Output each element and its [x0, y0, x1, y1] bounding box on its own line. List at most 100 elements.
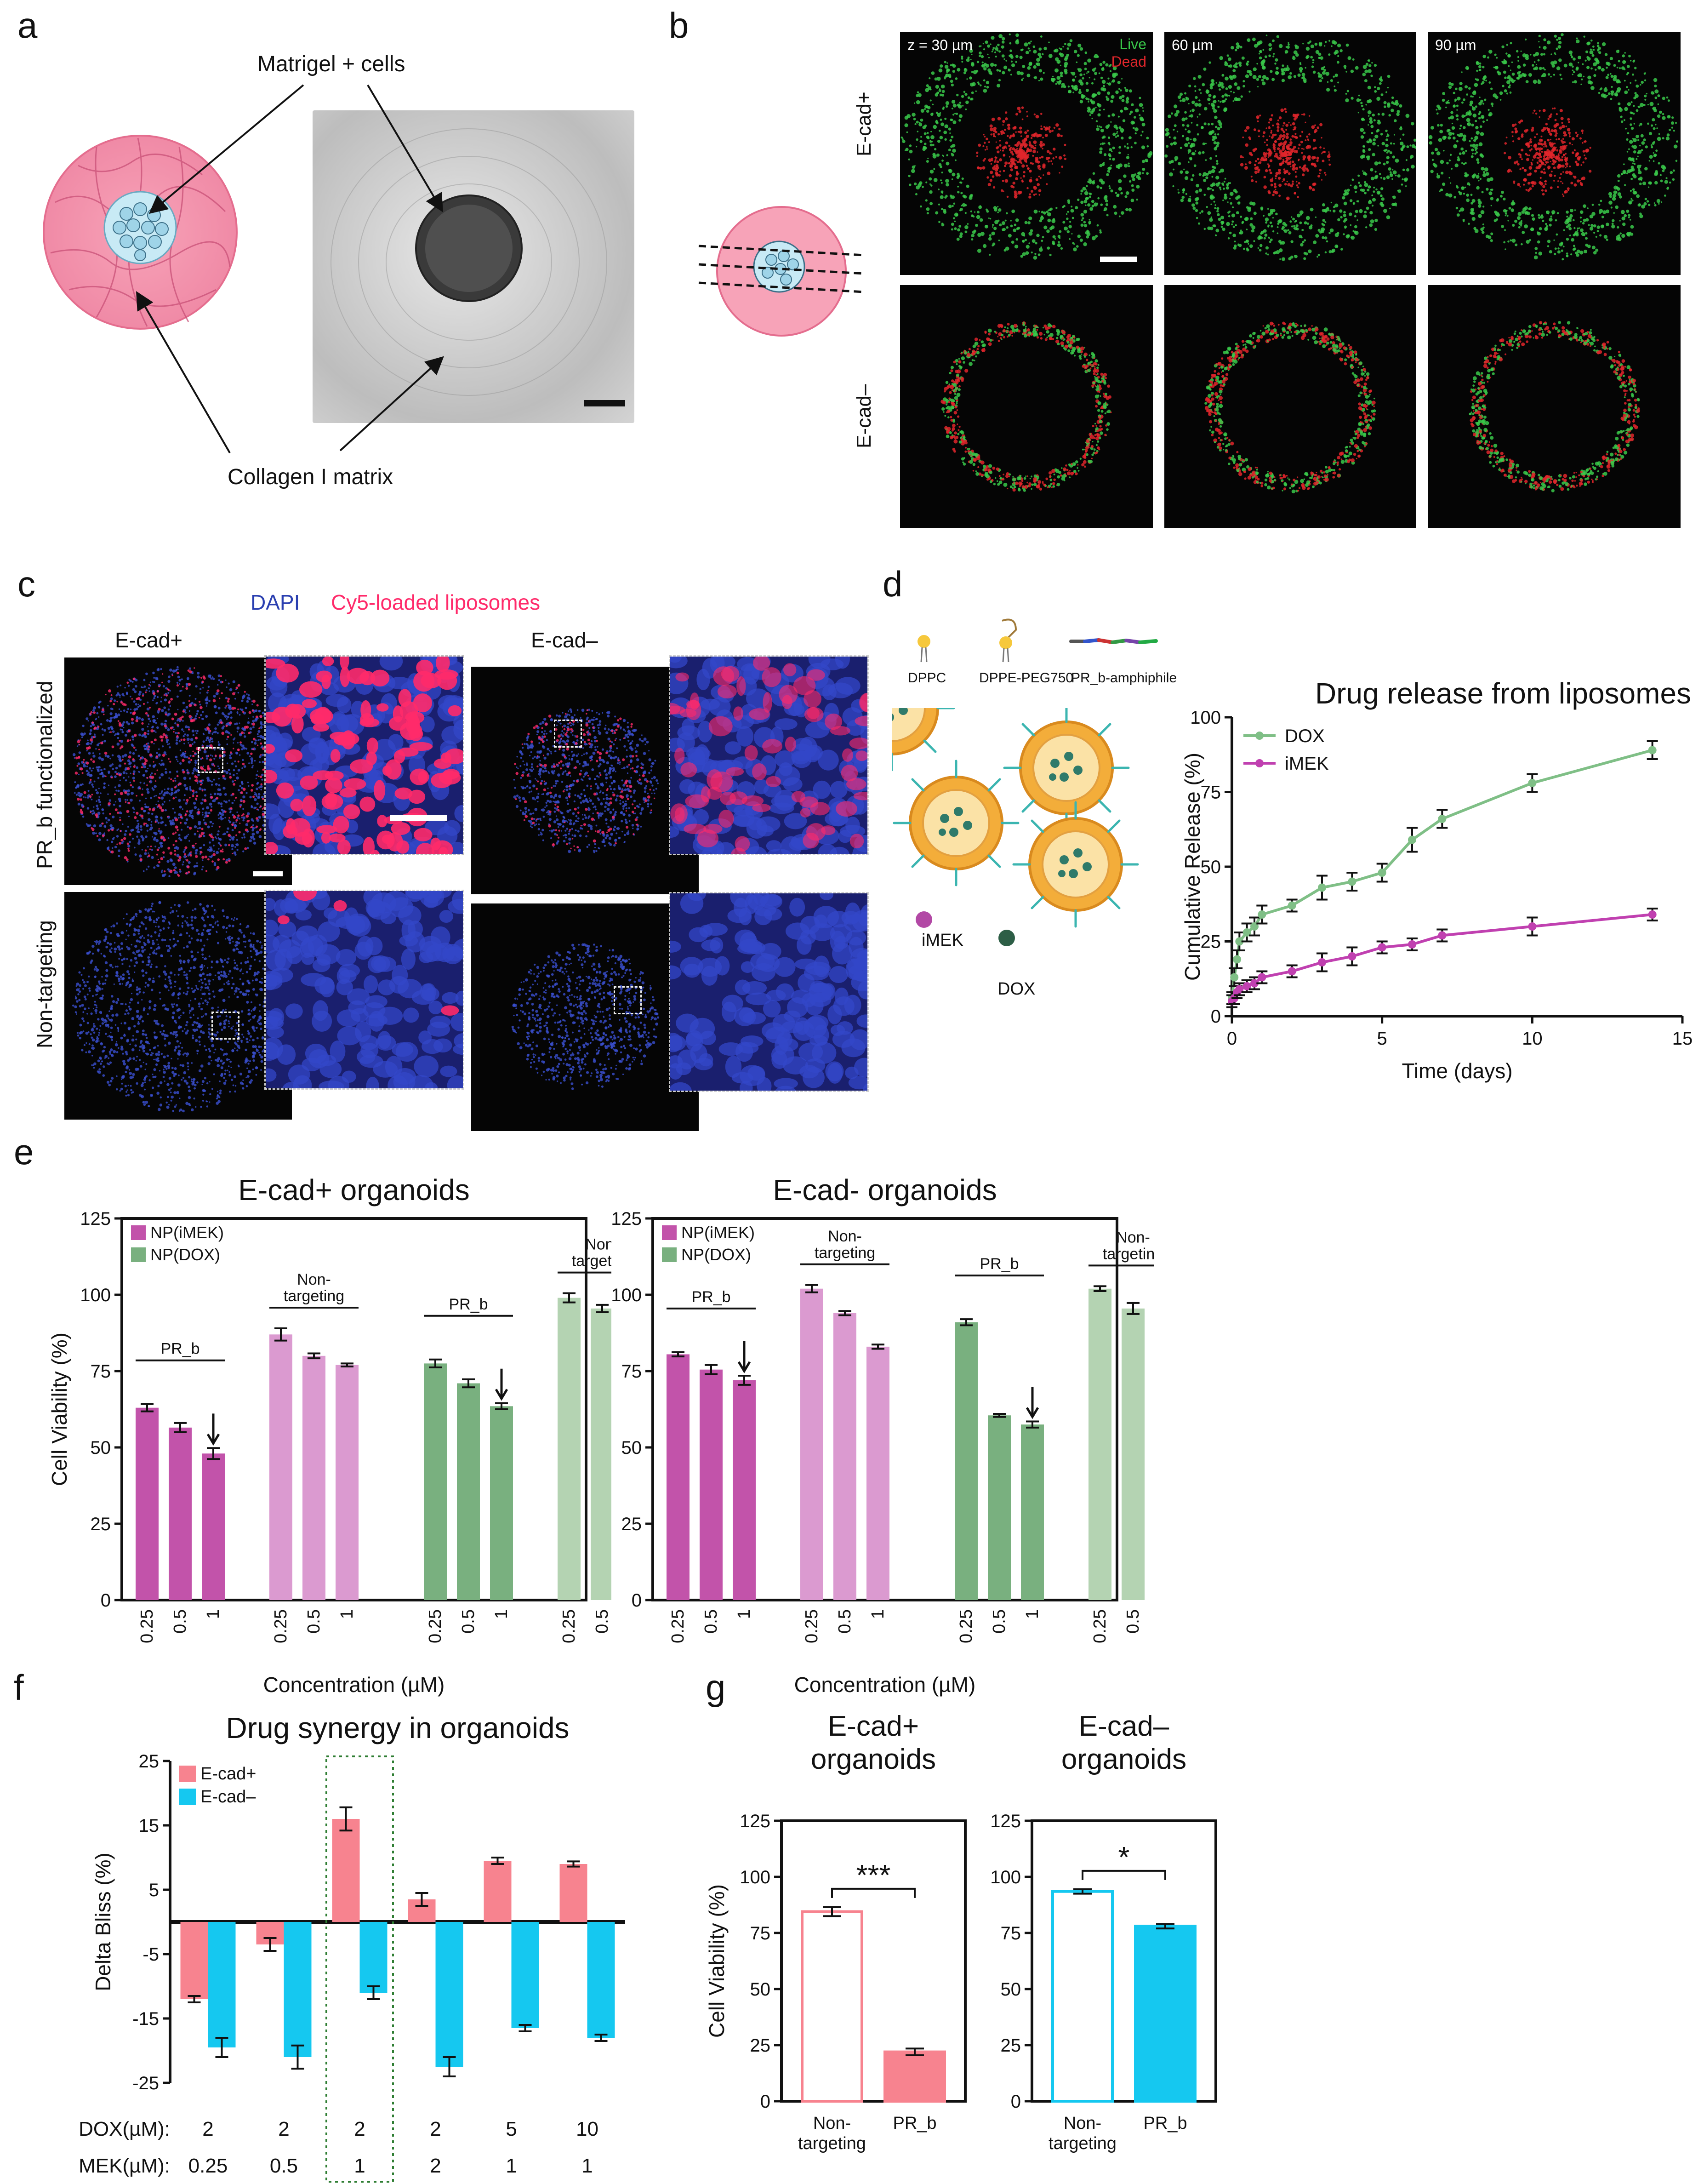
bar — [559, 1864, 587, 1922]
y-tick-label: 0 — [101, 1590, 111, 1611]
annotation-matrigel: Matrigel + cells — [257, 52, 405, 76]
imek-value: 2 — [430, 2155, 441, 2177]
y-tick-label: 25 — [91, 1514, 111, 1534]
y-tick-label: 25 — [139, 1751, 160, 1772]
y-tick-label: 25 — [1201, 932, 1221, 952]
group-label: Non- — [297, 1271, 331, 1288]
lipid-label-dppc: DPPC — [908, 670, 946, 686]
dox-value: 2 — [354, 2118, 365, 2140]
bar — [457, 1383, 480, 1600]
y-tick-label: 75 — [621, 1361, 642, 1382]
significance-bracket — [1082, 1870, 1166, 1880]
z-slice-schematic — [698, 206, 865, 337]
cell-signal — [670, 657, 867, 854]
cell-signal — [1469, 321, 1641, 492]
chart-title: organoids — [1061, 1744, 1186, 1775]
imek-value: 0.5 — [270, 2155, 298, 2177]
y-tick-label: 25 — [750, 2035, 771, 2056]
stain-cy5: Cy5-loaded liposomes — [331, 590, 541, 614]
inset-c-nt-ecadpos — [264, 890, 464, 1090]
chart-ecadpos-viability: E-cad+ organoids 0 25 50 75 100 125 Cell Viabil… — [47, 1173, 611, 1697]
y-axis-label: Delta Bliss (%) — [91, 1852, 115, 1991]
x-tick-label: 10 — [1522, 1029, 1543, 1049]
y-tick-label: 100 — [80, 1285, 111, 1305]
data-point — [1258, 910, 1266, 919]
legend-marker — [1255, 732, 1264, 740]
legend-label: NP(DOX) — [150, 1245, 220, 1264]
x-tick-label: 0.25 — [668, 1609, 688, 1643]
bar — [269, 1334, 292, 1600]
chart-title: E-cad+ organoids — [238, 1173, 469, 1206]
legend-label: NP(DOX) — [681, 1245, 751, 1264]
data-point — [1348, 952, 1356, 961]
y-tick-label: 50 — [621, 1438, 642, 1458]
chart-title: E-cad- organoids — [773, 1173, 997, 1206]
bar — [359, 1922, 388, 1993]
bar — [1021, 1424, 1044, 1600]
legend-label: E-cad– — [200, 1787, 256, 1807]
x-tick-label: 0.5 — [990, 1609, 1009, 1634]
y-tick-label: 25 — [621, 1514, 642, 1534]
chart-title: Drug synergy in organoids — [226, 1711, 569, 1744]
group-label: PR_b — [980, 1255, 1019, 1273]
cell-signal — [72, 666, 283, 877]
legend-dead: Dead — [1111, 53, 1147, 70]
bar — [1089, 1288, 1111, 1600]
series-line-imek — [1231, 913, 1653, 1002]
data-point — [1438, 931, 1447, 940]
y-tick-label: 100 — [611, 1285, 642, 1305]
y-tick-label: -25 — [132, 2073, 159, 2093]
highlight-box — [325, 1755, 394, 2183]
x-tick-label: 0 — [1227, 1029, 1237, 1049]
legend-label: NP(iMEK) — [150, 1223, 224, 1242]
group-label: targeting — [284, 1287, 344, 1305]
y-tick-label: 0 — [1011, 2092, 1021, 2112]
x-tick-label: PR_b — [893, 2114, 936, 2133]
group-label: Non- — [585, 1236, 611, 1253]
arrow-head — [737, 1361, 751, 1373]
data-point — [1318, 883, 1326, 892]
x-tick-label: 0.25 — [957, 1609, 976, 1643]
data-point — [1258, 973, 1266, 982]
legend-label: E-cad+ — [200, 1764, 256, 1784]
legend-swatch — [131, 1225, 146, 1240]
legend-swatch — [179, 1766, 196, 1782]
data-point — [1378, 943, 1386, 952]
group-label: targeting — [1103, 1245, 1154, 1263]
zoom-region — [614, 986, 642, 1014]
inset-c-nt-ecadneg — [669, 892, 869, 1092]
imek-value: 0.25 — [188, 2155, 228, 2177]
zoom-region — [554, 720, 582, 748]
y-tick-label: 100 — [1190, 708, 1221, 728]
micrograph-c-prb-ecadneg — [471, 667, 699, 894]
x-tick-label: targeting — [798, 2134, 866, 2153]
y-tick-label: 75 — [1201, 783, 1221, 803]
dox-value: 2 — [430, 2118, 441, 2140]
x-row-label: DOX(µM): — [79, 2118, 170, 2140]
x-tick-label: Non- — [813, 2114, 851, 2133]
bar — [169, 1427, 192, 1600]
x-tick-label: 0.5 — [304, 1609, 324, 1634]
y-tick-label: -5 — [142, 1944, 159, 1965]
data-point — [1438, 815, 1447, 823]
data-point — [1648, 910, 1657, 919]
bar — [955, 1322, 978, 1600]
panel-label-f: f — [14, 1667, 24, 1708]
x-row-label: iMEK(µM): — [78, 2155, 170, 2177]
x-axis-label: Time (days) — [1402, 1059, 1512, 1083]
drug-label-dox: DOX — [997, 979, 1036, 999]
significance-stars: *** — [856, 1858, 891, 1892]
data-point — [1235, 937, 1244, 946]
x-tick-label: 0.5 — [593, 1609, 611, 1634]
cell-signal — [72, 901, 283, 1113]
bar — [511, 1922, 539, 2028]
bar — [136, 1407, 159, 1600]
imek-value: 1 — [354, 2155, 365, 2177]
y-tick-label: 100 — [990, 1867, 1021, 1887]
row-label-ecadneg: E-cad– — [853, 384, 875, 448]
depth-label: 90 µm — [1435, 37, 1476, 53]
data-point — [1230, 973, 1239, 982]
y-tick-label: 50 — [91, 1438, 111, 1458]
bar — [800, 1288, 823, 1600]
bar — [558, 1298, 581, 1600]
